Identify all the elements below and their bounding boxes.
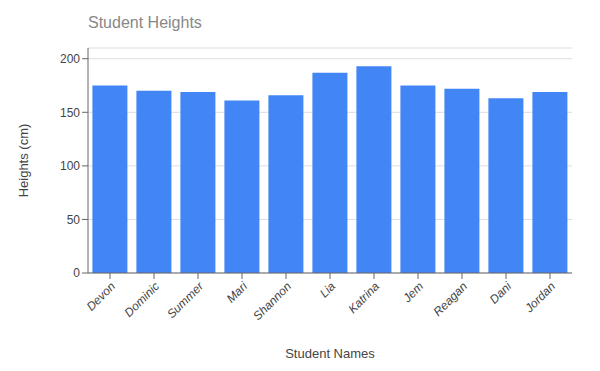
svg-text:Jem: Jem	[400, 279, 427, 306]
svg-text:150: 150	[60, 106, 80, 120]
svg-text:Heights (cm): Heights (cm)	[16, 124, 31, 198]
svg-text:Devon: Devon	[84, 279, 119, 314]
svg-text:Student Names: Student Names	[285, 346, 375, 361]
svg-text:Dominic: Dominic	[122, 279, 163, 320]
svg-text:200: 200	[60, 52, 80, 66]
svg-text:Summer: Summer	[164, 279, 207, 322]
svg-text:0: 0	[73, 266, 80, 280]
svg-text:Reagan: Reagan	[431, 279, 471, 319]
svg-text:50: 50	[67, 213, 81, 227]
svg-text:Lia: Lia	[317, 279, 338, 300]
svg-text:Jordan: Jordan	[522, 279, 559, 316]
svg-text:Mari: Mari	[224, 279, 251, 306]
html-text:Student Heights: Student Heights	[88, 14, 202, 31]
svg-text:Shannon: Shannon	[250, 279, 294, 323]
svg-text:Dani: Dani	[487, 279, 515, 307]
svg-text:Katrina: Katrina	[345, 279, 382, 316]
svg-text:100: 100	[60, 159, 80, 173]
